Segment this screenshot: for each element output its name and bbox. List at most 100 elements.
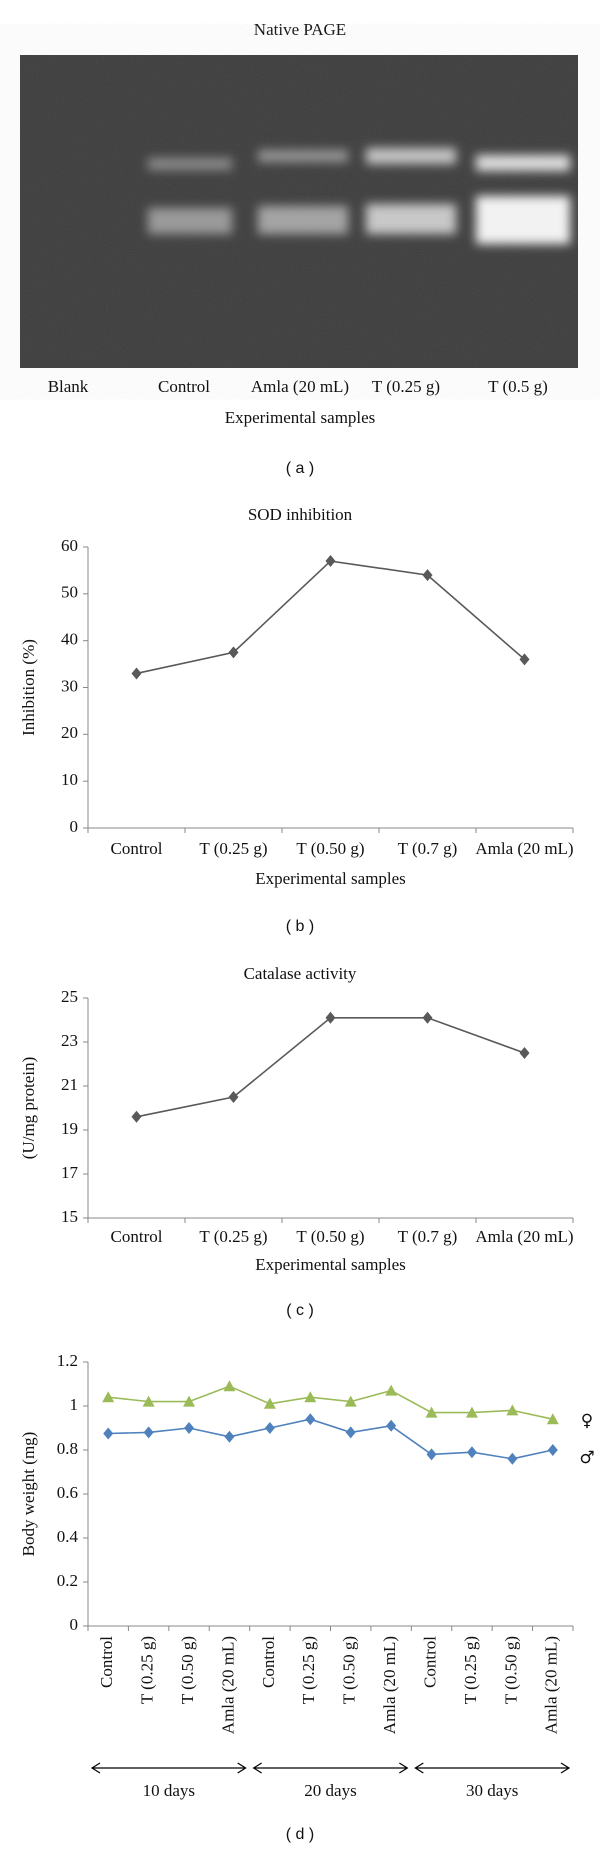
panel-label: ( c ): [286, 1302, 314, 1319]
marker: [142, 1395, 155, 1407]
x-axis-label: Experimental samples: [255, 1255, 406, 1274]
marker: [385, 1384, 398, 1396]
legend-label: ♂: [579, 1448, 594, 1468]
marker: [386, 1419, 397, 1432]
marker: [264, 1422, 275, 1434]
x-tick-label: Amla (20 mL): [218, 1636, 237, 1734]
group-arrow: [252, 1762, 409, 1774]
marker: [547, 1444, 558, 1456]
marker: [224, 1430, 235, 1443]
marker: [519, 653, 530, 666]
x-tick-label: T (0.50 g): [178, 1636, 197, 1704]
x-tick-label: T (0.7 g): [398, 839, 458, 858]
marker: [325, 1011, 336, 1024]
panel-label: ( d ): [286, 1826, 314, 1843]
marker: [183, 1395, 196, 1407]
x-tick-label: T (0.25 g): [138, 1636, 157, 1704]
x-tick-label: T (0.25 g): [199, 839, 267, 858]
group-arrow: [90, 1762, 247, 1774]
y-tick-label: 30: [61, 676, 78, 695]
x-tick-label: T (0.50 g): [501, 1636, 520, 1704]
gel-image: [20, 55, 578, 368]
marker: [143, 1426, 154, 1439]
panel-label: ( a ): [286, 460, 314, 477]
marker: [425, 1406, 438, 1418]
marker: [344, 1395, 357, 1407]
y-tick-label: 0: [70, 1615, 79, 1634]
y-tick-label: 0.8: [57, 1439, 78, 1458]
group-label: 10 days: [143, 1781, 195, 1800]
marker: [102, 1391, 115, 1403]
marker: [304, 1391, 317, 1403]
lane-label: Blank: [48, 377, 89, 396]
marker: [345, 1426, 356, 1439]
marker: [325, 555, 336, 568]
marker: [506, 1404, 519, 1416]
y-tick-label: 0.2: [57, 1571, 78, 1590]
gel-title: Native PAGE: [254, 20, 346, 39]
x-tick-label: T (0.25 g): [461, 1636, 480, 1704]
marker: [426, 1448, 437, 1461]
series-line: [136, 1017, 525, 1118]
x-tick-label: T (0.25 g): [299, 1636, 318, 1704]
marker: [422, 569, 433, 582]
x-tick-label: Control: [111, 839, 163, 858]
marker: [223, 1380, 236, 1392]
legend-label: ♀: [581, 1411, 593, 1431]
y-tick-label: 40: [61, 630, 78, 649]
marker: [103, 1427, 114, 1440]
group-label: 20 days: [304, 1781, 356, 1800]
x-axis-label: Experimental samples: [255, 869, 406, 888]
y-tick-label: 1: [70, 1395, 79, 1414]
marker: [465, 1406, 478, 1418]
chart-title: Catalase activity: [244, 964, 357, 983]
y-tick-label: 50: [61, 583, 78, 602]
x-tick-label: Amla (20 mL): [475, 839, 573, 858]
lane-label: Amla (20 mL): [251, 377, 349, 396]
marker: [305, 1413, 316, 1426]
y-tick-label: 25: [61, 987, 78, 1006]
x-tick-label: T (0.50 g): [296, 1227, 364, 1246]
panel-label: ( b ): [286, 918, 314, 935]
marker: [519, 1047, 530, 1059]
y-tick-label: 15: [61, 1207, 78, 1226]
y-tick-label: 17: [61, 1163, 79, 1182]
group-label: 30 days: [466, 1781, 518, 1800]
y-tick-label: 0: [70, 817, 79, 836]
y-tick-label: 19: [61, 1119, 78, 1138]
y-tick-label: 21: [61, 1075, 78, 1094]
chart-title: SOD inhibition: [248, 505, 353, 524]
x-tick-label: Amla (20 mL): [380, 1636, 399, 1734]
y-tick-label: 23: [61, 1031, 78, 1050]
marker: [184, 1422, 195, 1434]
marker: [131, 667, 142, 680]
x-tick-label: Amla (20 mL): [475, 1227, 573, 1246]
y-tick-label: 0.4: [57, 1527, 79, 1546]
x-tick-label: Control: [259, 1636, 278, 1688]
series-line: [108, 1418, 553, 1460]
y-tick-label: 10: [61, 770, 78, 789]
marker: [228, 646, 239, 659]
marker: [422, 1011, 433, 1024]
lane-label: T (0.5 g): [488, 377, 548, 396]
x-tick-label: Control: [111, 1227, 163, 1246]
x-tick-label: Amla (20 mL): [542, 1636, 561, 1734]
y-tick-label: 1.2: [57, 1351, 78, 1370]
x-tick-label: T (0.50 g): [340, 1636, 359, 1704]
marker: [263, 1397, 276, 1409]
y-axis-label: Inhibition (%): [19, 639, 38, 736]
marker: [507, 1452, 518, 1465]
x-tick-label: T (0.7 g): [398, 1227, 458, 1246]
x-tick-label: Control: [97, 1636, 116, 1688]
x-tick-label: Control: [420, 1636, 439, 1688]
marker: [131, 1110, 142, 1123]
group-arrow: [414, 1762, 571, 1774]
marker: [546, 1413, 559, 1425]
y-axis-label: (U/mg protein): [19, 1057, 38, 1159]
y-tick-label: 0.6: [57, 1483, 78, 1502]
marker: [228, 1091, 239, 1103]
series-line: [108, 1385, 553, 1420]
series-line: [136, 560, 526, 675]
lane-label: Control: [158, 377, 210, 396]
